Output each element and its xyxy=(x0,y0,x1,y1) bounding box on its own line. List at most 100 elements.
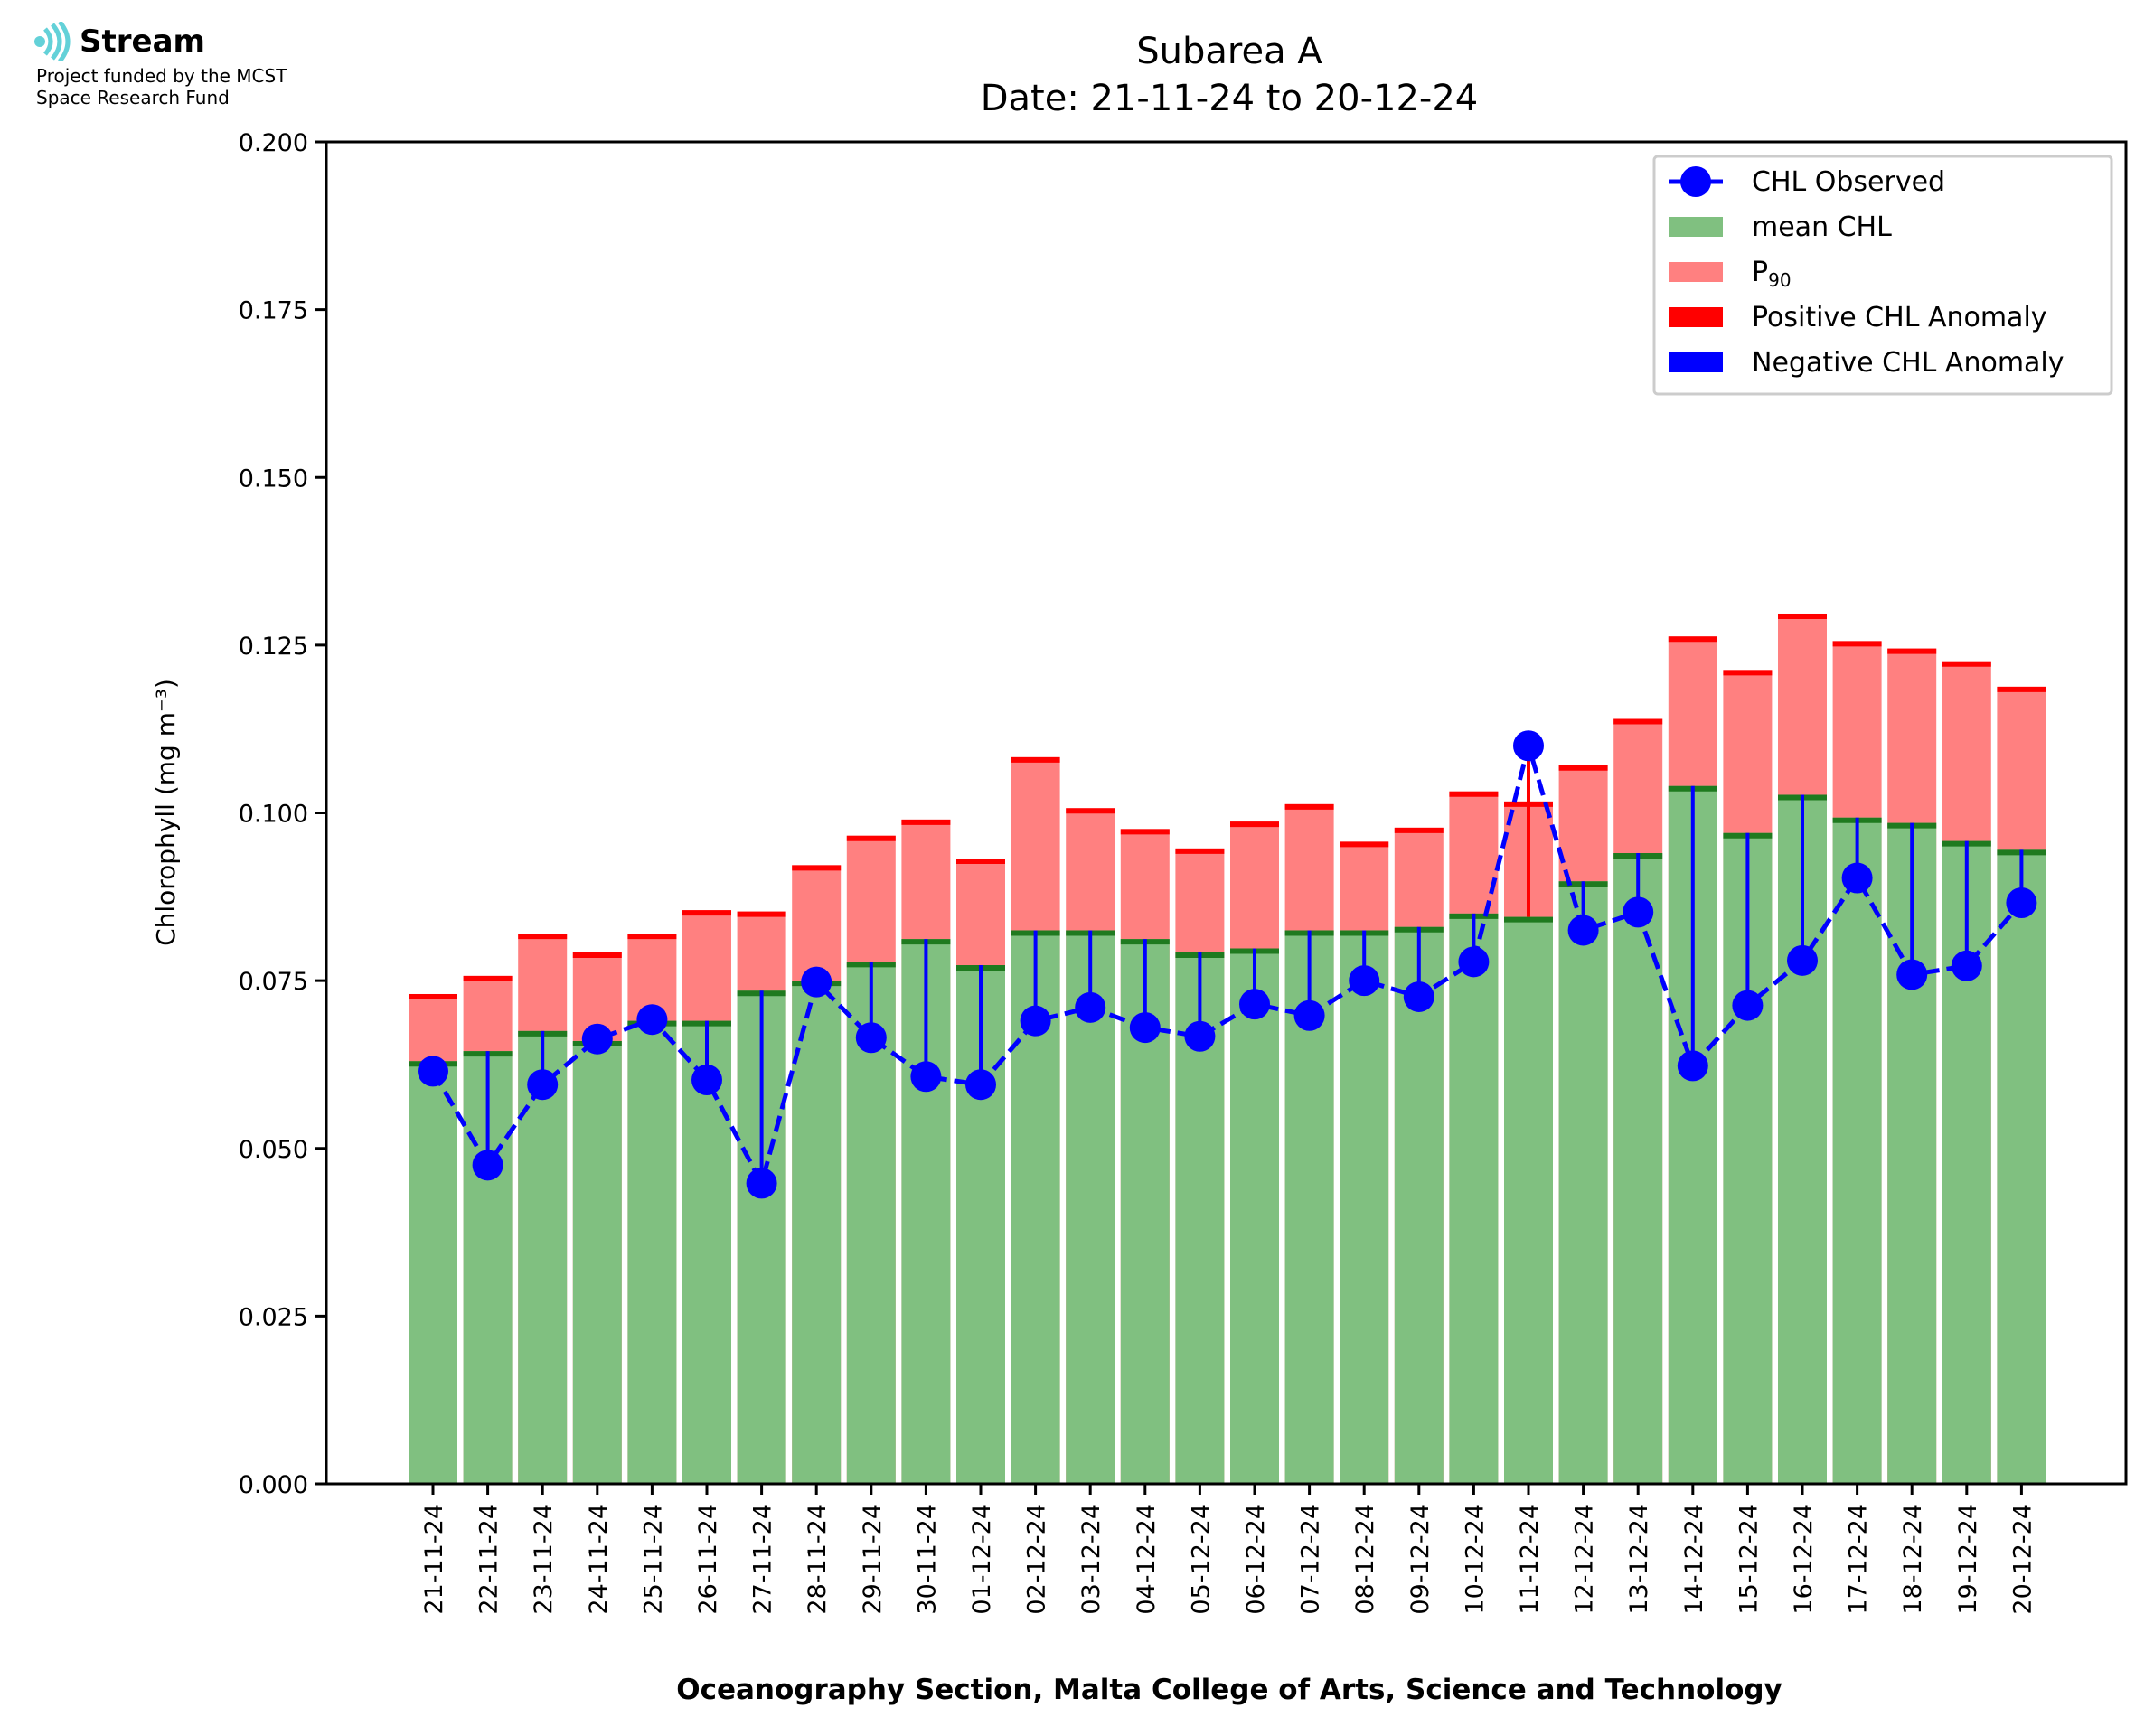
x-tick-label: 22-11-24 xyxy=(475,1504,503,1615)
x-tick-label: 16-12-24 xyxy=(1790,1504,1818,1615)
observed-point xyxy=(1513,730,1544,762)
mean-bar xyxy=(1997,849,2046,1484)
logo-name: Stream xyxy=(80,23,205,60)
legend-swatch-p90 xyxy=(1669,262,1723,282)
y-tick-label: 0.150 xyxy=(239,464,308,493)
x-tick-label: 07-12-24 xyxy=(1297,1504,1325,1615)
mean-bar xyxy=(627,1020,677,1484)
observed-point xyxy=(1787,944,1818,976)
observed-point xyxy=(1951,950,1982,981)
x-tick-label: 28-11-24 xyxy=(804,1504,832,1615)
legend-label: CHL Observed xyxy=(1752,166,1945,198)
mean-bar xyxy=(572,1040,622,1484)
observed-point xyxy=(1677,1050,1708,1082)
logo-funding-line-1: Project funded by the MCST xyxy=(36,65,287,87)
legend-label: mean CHL xyxy=(1752,211,1892,243)
legend-label: Positive CHL Anomaly xyxy=(1752,302,2047,333)
y-tick-label: 0.125 xyxy=(239,633,308,661)
y-tick-label: 0.175 xyxy=(239,297,308,325)
legend-swatch-mean xyxy=(1669,217,1723,237)
x-tick-label: 26-11-24 xyxy=(694,1504,722,1615)
y-tick-label: 0.025 xyxy=(239,1303,308,1331)
observed-point xyxy=(636,1004,668,1036)
mean-bar xyxy=(409,1061,457,1484)
mean-bar xyxy=(792,981,842,1484)
observed-point xyxy=(1567,915,1599,946)
legend-swatch-negative xyxy=(1669,352,1723,372)
x-tick-label: 09-12-24 xyxy=(1406,1504,1434,1615)
x-axis: 21-11-24 22-11-24 23-11-24 24-11-24 25-11-24… xyxy=(420,1484,2036,1615)
observed-point xyxy=(1349,965,1380,997)
y-tick-label: 0.100 xyxy=(239,801,308,829)
observed-point xyxy=(1458,946,1490,978)
observed-point xyxy=(581,1023,613,1055)
legend-swatch-positive xyxy=(1669,307,1723,327)
observed-point xyxy=(1623,896,1654,928)
observed-point xyxy=(746,1168,777,1199)
observed-point xyxy=(418,1056,448,1087)
chart-title: Subarea A xyxy=(1136,31,1322,72)
x-tick-label: 02-12-24 xyxy=(1023,1504,1051,1615)
mean-bar xyxy=(682,1020,731,1484)
x-tick-label: 27-11-24 xyxy=(749,1504,777,1615)
observed-point xyxy=(1239,989,1270,1020)
stream-wave-icon xyxy=(34,22,71,61)
x-tick-label: 20-12-24 xyxy=(2008,1504,2036,1615)
observed-point xyxy=(1732,990,1764,1021)
x-tick-label: 30-11-24 xyxy=(913,1504,941,1615)
x-tick-label: 01-12-24 xyxy=(968,1504,996,1615)
observed-point xyxy=(1841,862,1873,894)
chart-subtitle: Date: 21-11-24 to 20-12-24 xyxy=(981,78,1479,119)
y-axis-label: Chlorophyll (mg m⁻³) xyxy=(151,679,181,946)
y-tick-label: 0.050 xyxy=(239,1136,308,1164)
logo-funding-line-2: Space Research Fund xyxy=(36,87,230,108)
observed-point xyxy=(1129,1012,1161,1044)
x-tick-label: 23-11-24 xyxy=(530,1504,558,1615)
y-axis: 0.000 0.025 0.050 0.075 0.100 0.125 0.150 0.175… xyxy=(239,129,326,1499)
x-tick-label: 12-12-24 xyxy=(1571,1504,1599,1615)
x-tick-label: 19-12-24 xyxy=(1954,1504,1982,1615)
observed-point xyxy=(1075,991,1106,1023)
x-tick-label: 11-12-24 xyxy=(1516,1504,1544,1615)
mean-bar xyxy=(1340,930,1389,1484)
x-tick-label: 05-12-24 xyxy=(1187,1504,1215,1615)
observed-point xyxy=(2006,887,2037,918)
x-tick-label: 17-12-24 xyxy=(1845,1504,1873,1615)
observed-point xyxy=(1403,981,1434,1012)
y-tick-label: 0.075 xyxy=(239,968,308,996)
mean-bar xyxy=(1394,926,1444,1484)
mean-bar xyxy=(1613,853,1663,1484)
observed-point xyxy=(801,966,832,998)
x-tick-label: 04-12-24 xyxy=(1133,1504,1161,1615)
mean-bar xyxy=(1230,948,1279,1484)
x-tick-label: 25-11-24 xyxy=(639,1504,667,1615)
mean-bar xyxy=(1832,817,1882,1484)
x-tick-label: 29-11-24 xyxy=(859,1504,887,1615)
observed-point xyxy=(472,1150,503,1181)
x-axis-label: Oceanography Section, Malta College of A… xyxy=(676,1674,1782,1706)
legend-box xyxy=(1652,155,2113,396)
bars-layer xyxy=(409,613,2046,1484)
x-tick-label: 14-12-24 xyxy=(1680,1504,1708,1615)
x-tick-label: 10-12-24 xyxy=(1461,1504,1489,1615)
mean-bar xyxy=(1558,881,1608,1484)
x-tick-label: 03-12-24 xyxy=(1077,1504,1105,1615)
observed-point xyxy=(855,1022,887,1054)
legend-observed-marker xyxy=(1680,166,1711,197)
observed-layer xyxy=(418,730,2037,1199)
observed-point xyxy=(1184,1020,1216,1052)
y-tick-label: 0.200 xyxy=(239,129,308,157)
x-tick-label: 06-12-24 xyxy=(1242,1504,1270,1615)
observed-point xyxy=(527,1069,559,1101)
observed-point xyxy=(1896,959,1928,990)
legend-label: Negative CHL Anomaly xyxy=(1752,347,2065,379)
mean-bar xyxy=(1449,913,1499,1484)
x-tick-label: 13-12-24 xyxy=(1625,1504,1653,1615)
observed-point xyxy=(910,1061,942,1093)
x-tick-label: 24-11-24 xyxy=(585,1504,613,1615)
observed-point xyxy=(1020,1005,1051,1037)
x-tick-label: 08-12-24 xyxy=(1351,1504,1379,1615)
x-tick-label: 15-12-24 xyxy=(1735,1504,1763,1615)
